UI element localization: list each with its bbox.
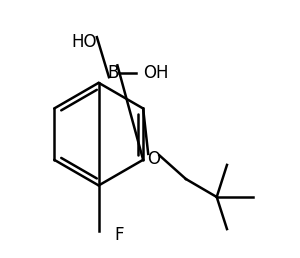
Text: B: B bbox=[107, 63, 118, 82]
Text: HO: HO bbox=[72, 33, 97, 51]
Text: OH: OH bbox=[144, 63, 169, 82]
Text: O: O bbox=[147, 149, 160, 167]
Text: F: F bbox=[115, 227, 124, 245]
